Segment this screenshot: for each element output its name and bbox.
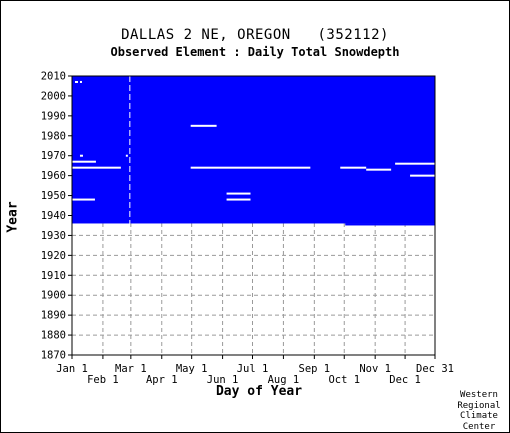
chart-title: DALLAS 2 NE, OREGON (352112): [121, 27, 389, 43]
missing-segment: [125, 154, 128, 157]
missing-segment: [190, 124, 217, 127]
data-block: [72, 76, 435, 224]
chart-subtitle: Observed Element : Daily Total Snowdepth: [110, 45, 400, 59]
missing-segment: [190, 166, 311, 169]
x-tick-label: Jan 1: [56, 363, 88, 375]
credit-line: Center: [462, 421, 496, 432]
y-tick-label: 1900: [41, 290, 66, 302]
y-tick-label: 1940: [41, 210, 66, 222]
missing-segment: [72, 160, 96, 163]
y-tick-label: 1990: [41, 110, 66, 122]
missing-segment: [410, 174, 435, 177]
x-tick-label: Dec 1: [389, 374, 421, 386]
missing-segment: [395, 162, 435, 165]
y-tick-label: 1950: [41, 190, 66, 202]
credit-line: Regional: [457, 400, 501, 411]
x-tick-label: Oct 1: [328, 374, 360, 386]
missing-segment: [72, 166, 121, 169]
credit-line: Western: [460, 390, 498, 400]
y-tick-label: 1970: [41, 150, 66, 162]
y-axis-label: Year: [5, 201, 21, 233]
data-block: [345, 223, 435, 226]
y-tick-label: 1890: [41, 310, 66, 322]
missing-data: [72, 76, 435, 224]
missing-segment: [79, 80, 82, 83]
y-tick-label: 1880: [41, 330, 66, 342]
x-tick-label: Nov 1: [359, 363, 391, 375]
x-tick-label: Aug 1: [268, 374, 300, 386]
x-tick-label: May 1: [176, 363, 208, 375]
missing-segment: [74, 80, 78, 83]
y-tick-label: 1960: [41, 170, 66, 182]
y-tick-label: 2010: [41, 71, 66, 83]
x-tick-label: Jul 1: [237, 363, 269, 375]
y-tick-label: 1920: [41, 250, 66, 262]
x-tick-label: Apr 1: [146, 374, 178, 386]
data-coverage: [72, 76, 435, 226]
y-tick-label: 2000: [41, 90, 66, 102]
missing-segment: [79, 154, 83, 157]
missing-segment: [366, 168, 392, 171]
y-tick-label: 1930: [41, 230, 66, 242]
wrcc-credit: Western Regional Climate Center: [449, 390, 509, 432]
y-axis-ticks: 1870 1880 1890 1900 1910 1920 1930 1940 1950 1960…: [41, 71, 72, 362]
x-tick-label: Jun 1: [207, 374, 239, 386]
x-tick-label: Sep 1: [299, 363, 331, 375]
x-tick-label: Dec 31: [416, 363, 454, 375]
y-tick-label: 1870: [41, 350, 66, 362]
credit-line: Climate: [460, 411, 498, 421]
missing-segment: [72, 198, 95, 201]
y-tick-label: 1910: [41, 270, 66, 282]
missing-segment: [226, 192, 251, 195]
x-axis-label: Day of Year: [215, 384, 303, 399]
x-tick-label: Feb 1: [87, 374, 119, 386]
missing-segment: [226, 198, 251, 201]
x-tick-label: Mar 1: [115, 363, 147, 375]
x-axis-ticks: Jan 1 Mar 1 May 1 Jul 1 Sep 1 Nov 1 Dec 31 Feb …: [56, 355, 454, 386]
missing-segment: [340, 166, 367, 169]
y-tick-label: 1980: [41, 130, 66, 142]
